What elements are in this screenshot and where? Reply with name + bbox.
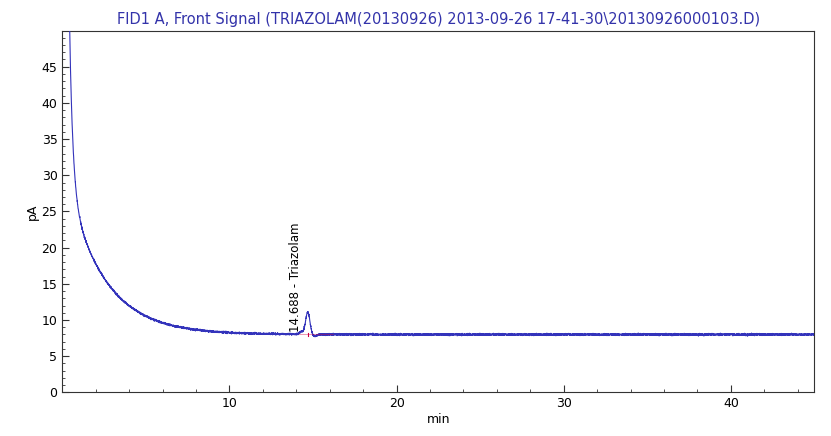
Text: 14.688 - Triazolam: 14.688 - Triazolam: [289, 222, 302, 332]
Title: FID1 A, Front Signal (TRIAZOLAM(20130926) 2013-09-26 17-41-30\20130926000103.D): FID1 A, Front Signal (TRIAZOLAM(20130926…: [117, 12, 760, 27]
Y-axis label: pA: pA: [26, 203, 39, 220]
X-axis label: min: min: [426, 413, 450, 426]
